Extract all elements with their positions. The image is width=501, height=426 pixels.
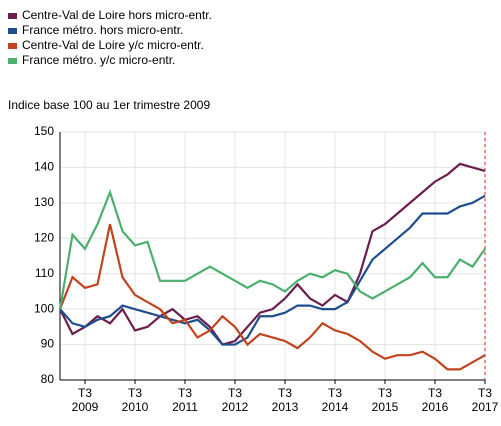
x-tick-label-line: T3: [278, 386, 292, 400]
x-tick-label-line: T3: [478, 386, 492, 400]
x-tick-label-line: T3: [128, 386, 142, 400]
x-tick-label-line: 2009: [72, 400, 99, 414]
x-tick-label-line: 2011: [172, 400, 198, 414]
y-tick-label: 80: [41, 372, 55, 386]
legend-swatch: [8, 13, 17, 19]
x-tick-label-line: 2012: [222, 400, 249, 414]
y-tick-label: 90: [41, 337, 55, 351]
x-tick-label: T3 2009: [72, 386, 99, 414]
x-tick-label: T3 2010: [122, 386, 149, 414]
x-tick-label: T3 2016: [422, 386, 449, 414]
x-tick-label-line: 2014: [322, 400, 349, 414]
y-tick-label: 110: [35, 266, 54, 280]
x-tick-label-line: 2013: [272, 400, 299, 414]
y-tick-label: 140: [34, 160, 54, 174]
y-tick-label: 100: [34, 301, 54, 315]
line-series: [59, 194, 486, 346]
line-series: [59, 162, 486, 346]
x-tick-label: T3 2015: [372, 386, 399, 414]
x-tick-label-line: T3: [428, 386, 442, 400]
x-tick-label-line: 2017: [472, 400, 499, 414]
x-tick-label-line: 2015: [372, 400, 399, 414]
legend-swatch: [8, 28, 17, 34]
x-tick-label: T3 2014: [322, 386, 349, 414]
legend-label: France métro. y/c micro-entr.: [22, 53, 175, 67]
legend-label: Centre-Val de Loire hors micro-entr.: [22, 8, 212, 22]
x-tick-label: T3 2013: [272, 386, 299, 414]
y-tick-label: 120: [34, 230, 54, 244]
chart-subtitle: Indice base 100 au 1er trimestre 2009: [8, 98, 210, 112]
x-tick-label-line: T3: [328, 386, 342, 400]
x-tick-label: T3 2017: [472, 386, 499, 414]
line-series: [58, 223, 486, 371]
y-tick-label: 150: [34, 124, 54, 138]
legend-label: Centre-Val de Loire y/c micro-entr.: [22, 38, 204, 52]
legend-label: France métro. hors micro-entr.: [22, 23, 183, 37]
x-tick-label-line: 2010: [122, 400, 149, 414]
x-tick-label-line: T3: [228, 386, 242, 400]
line-series: [58, 188, 486, 310]
x-tick-label-line: T3: [78, 386, 92, 400]
x-tick-label: T3 2012: [222, 386, 249, 414]
x-tick-label-line: 2016: [422, 400, 449, 414]
x-tick-label-line: T3: [378, 386, 392, 400]
legend-swatch: [8, 43, 17, 49]
legend-swatch: [8, 58, 17, 64]
x-tick-label-line: T3: [178, 386, 192, 400]
x-tick-label: T3 2011: [172, 386, 198, 414]
y-tick-label: 130: [34, 195, 54, 209]
